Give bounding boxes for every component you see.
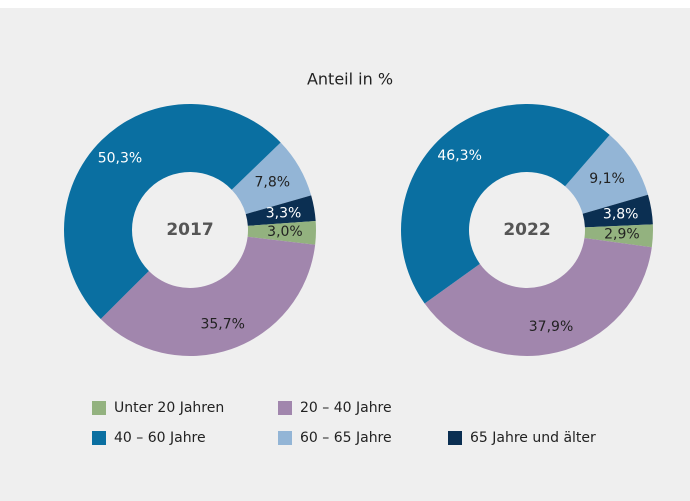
legend-swatch	[92, 431, 106, 445]
legend-label: 20 – 40 Jahre	[300, 400, 392, 416]
value-label: 3,0%	[267, 224, 303, 240]
donut-segment	[582, 194, 653, 228]
chart-title: Anteil in %	[307, 70, 393, 89]
value-label: 50,3%	[98, 151, 142, 167]
value-label: 2,9%	[604, 226, 640, 242]
legend-swatch	[448, 431, 462, 445]
value-label: 7,8%	[255, 175, 291, 191]
donut-segment	[63, 103, 281, 319]
value-label: 3,8%	[603, 206, 639, 222]
value-label: 37,9%	[529, 319, 573, 335]
legend-swatch	[278, 431, 292, 445]
value-label: 9,1%	[589, 171, 625, 187]
center-label: 2022	[503, 220, 550, 240]
donut-segment	[245, 195, 316, 226]
value-label: 46,3%	[437, 148, 481, 164]
donut-segment	[424, 237, 652, 357]
value-label: 35,7%	[200, 316, 244, 332]
legend-swatch	[92, 401, 106, 415]
center-label: 2017	[166, 220, 213, 240]
legend-label: 40 – 60 Jahre	[114, 430, 206, 446]
legend-label: 60 – 65 Jahre	[300, 430, 392, 446]
donut-segment	[247, 221, 316, 245]
donut-segment	[400, 103, 610, 304]
legend-label: Unter 20 Jahren	[114, 400, 224, 416]
donut-segment	[100, 236, 316, 357]
donut-segment	[231, 142, 312, 215]
legend-swatch	[278, 401, 292, 415]
value-label: 3,3%	[266, 205, 302, 221]
donut-segment	[565, 134, 648, 214]
legend-label: 65 Jahre und älter	[470, 430, 596, 446]
donut-segment	[584, 224, 654, 248]
